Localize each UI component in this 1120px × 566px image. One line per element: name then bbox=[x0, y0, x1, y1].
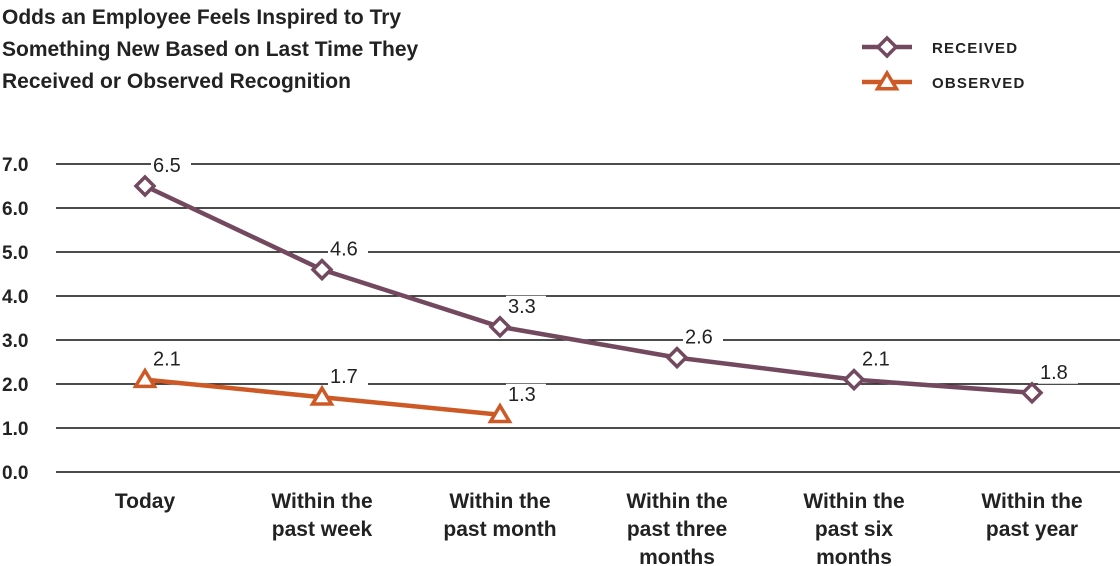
series-line-received bbox=[144, 183, 1033, 396]
x-tick-label: Within the past three months bbox=[626, 490, 727, 566]
data-label-observed: 2.1 bbox=[153, 349, 181, 371]
data-point-received bbox=[665, 346, 689, 370]
data-point-received bbox=[310, 258, 334, 282]
x-tick-label-line: Within the bbox=[981, 490, 1082, 513]
data-point-received bbox=[842, 368, 866, 392]
chart-title: Odds an Employee Feels Inspired to Try S… bbox=[2, 2, 418, 98]
data-point-observed bbox=[487, 402, 513, 424]
data-label-received: 1.8 bbox=[1040, 362, 1068, 384]
x-tick-label-line: months bbox=[816, 546, 892, 566]
x-tick-label-line: past three bbox=[627, 518, 727, 541]
x-tick-label-line: Within the bbox=[803, 490, 904, 513]
legend-label-observed: OBSERVED bbox=[932, 75, 1026, 92]
x-tick-label-line: past week bbox=[272, 518, 373, 541]
data-label-observed: 1.3 bbox=[508, 384, 536, 406]
x-tick-label: Today bbox=[115, 490, 176, 513]
data-point-observed bbox=[132, 367, 158, 389]
x-tick-label: Within the past month bbox=[443, 490, 556, 541]
data-label-received: 6.5 bbox=[153, 155, 181, 177]
data-label-observed: 1.7 bbox=[330, 366, 358, 388]
y-tick-label: 6.0 bbox=[2, 199, 28, 220]
data-label-background bbox=[328, 366, 368, 389]
x-tick-label-line: Today bbox=[115, 490, 176, 513]
y-tick-label: 5.0 bbox=[2, 243, 28, 264]
data-label-received: 2.1 bbox=[862, 349, 890, 371]
y-tick-label: 2.0 bbox=[2, 375, 28, 396]
data-label-received: 2.6 bbox=[685, 327, 713, 349]
x-tick-label-line: months bbox=[639, 546, 715, 566]
legend-label-received: RECEIVED bbox=[932, 40, 1018, 57]
x-tick-label: Within the past year bbox=[981, 490, 1082, 541]
x-tick-label: Within the past week bbox=[271, 490, 372, 541]
x-tick-label-line: Within the bbox=[271, 490, 372, 513]
x-tick-label-line: Within the bbox=[449, 490, 550, 513]
legend-marker-received bbox=[875, 35, 899, 59]
y-tick-label: 4.0 bbox=[2, 287, 28, 308]
legend-marker-observed bbox=[874, 69, 900, 91]
data-label-background bbox=[328, 238, 368, 261]
data-label-background bbox=[506, 383, 546, 406]
data-point-received bbox=[1020, 381, 1044, 405]
data-label-background bbox=[151, 155, 191, 177]
x-tick-label: Within the past six months bbox=[803, 490, 904, 566]
data-label-background bbox=[860, 348, 900, 371]
data-point-received bbox=[488, 315, 512, 339]
y-tick-label: 3.0 bbox=[2, 331, 28, 352]
chart-title-line: Received or Observed Recognition bbox=[2, 70, 351, 93]
data-label-background bbox=[151, 348, 191, 371]
data-label-received: 4.6 bbox=[330, 239, 358, 261]
data-point-observed bbox=[309, 384, 335, 406]
chart-title-line: Odds an Employee Feels Inspired to Try bbox=[2, 6, 402, 29]
y-tick-label: 1.0 bbox=[2, 419, 28, 440]
x-tick-label-line: past year bbox=[986, 518, 1078, 541]
data-label-received: 3.3 bbox=[508, 296, 536, 318]
data-label-background bbox=[683, 326, 723, 349]
x-tick-label-line: past month bbox=[443, 518, 556, 541]
data-label-background bbox=[1038, 361, 1078, 384]
x-tick-label-line: Within the bbox=[626, 490, 727, 513]
data-point-received bbox=[133, 174, 157, 198]
data-label-background bbox=[506, 295, 546, 318]
y-tick-label: 0.0 bbox=[2, 463, 28, 484]
y-tick-label: 7.0 bbox=[2, 155, 28, 176]
chart-title-line: Something New Based on Last Time They bbox=[2, 38, 419, 61]
x-tick-label-line: past six bbox=[815, 518, 894, 541]
